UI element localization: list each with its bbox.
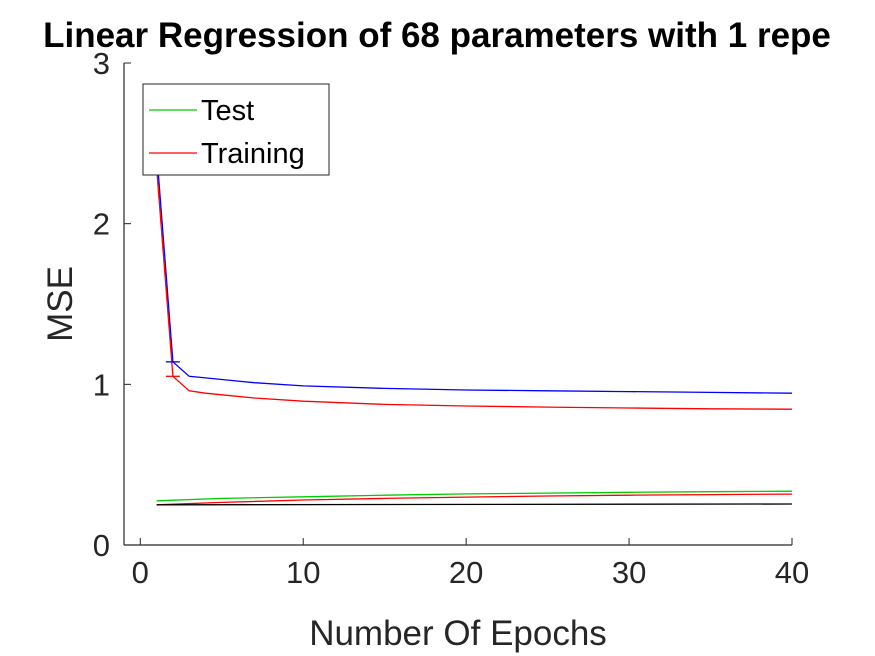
- tick-labels: 0 10 20 30 40 0 1 2 3: [93, 46, 809, 590]
- axes: [123, 62, 793, 546]
- legend: Test Training: [142, 83, 330, 176]
- legend-label: Test: [201, 95, 254, 127]
- y-tick-label: 0: [93, 528, 110, 563]
- y-axis-label: MSE: [41, 266, 80, 342]
- legend-box: [142, 83, 330, 176]
- x-tick-label: 40: [775, 555, 809, 590]
- y-tick-label: 2: [93, 207, 110, 242]
- chart-title: Linear Regression of 68 parameters with …: [43, 16, 831, 55]
- x-tick-label: 10: [286, 555, 320, 590]
- x-tick-label: 0: [132, 555, 149, 590]
- y-tick-label: 3: [93, 46, 110, 81]
- series-line-2: [156, 490, 793, 502]
- series-lines: [155, 151, 793, 506]
- x-tick-label: 30: [612, 555, 646, 590]
- series-line-1: [155, 167, 793, 410]
- x-tick-label: 20: [449, 555, 483, 590]
- series-line-0: [155, 151, 793, 394]
- series-line-4: [156, 503, 793, 506]
- y-tick-label: 1: [93, 367, 110, 402]
- x-axis-label: Number Of Epochs: [309, 614, 607, 653]
- legend-label: Training: [201, 138, 305, 170]
- series-line-3: [156, 493, 793, 506]
